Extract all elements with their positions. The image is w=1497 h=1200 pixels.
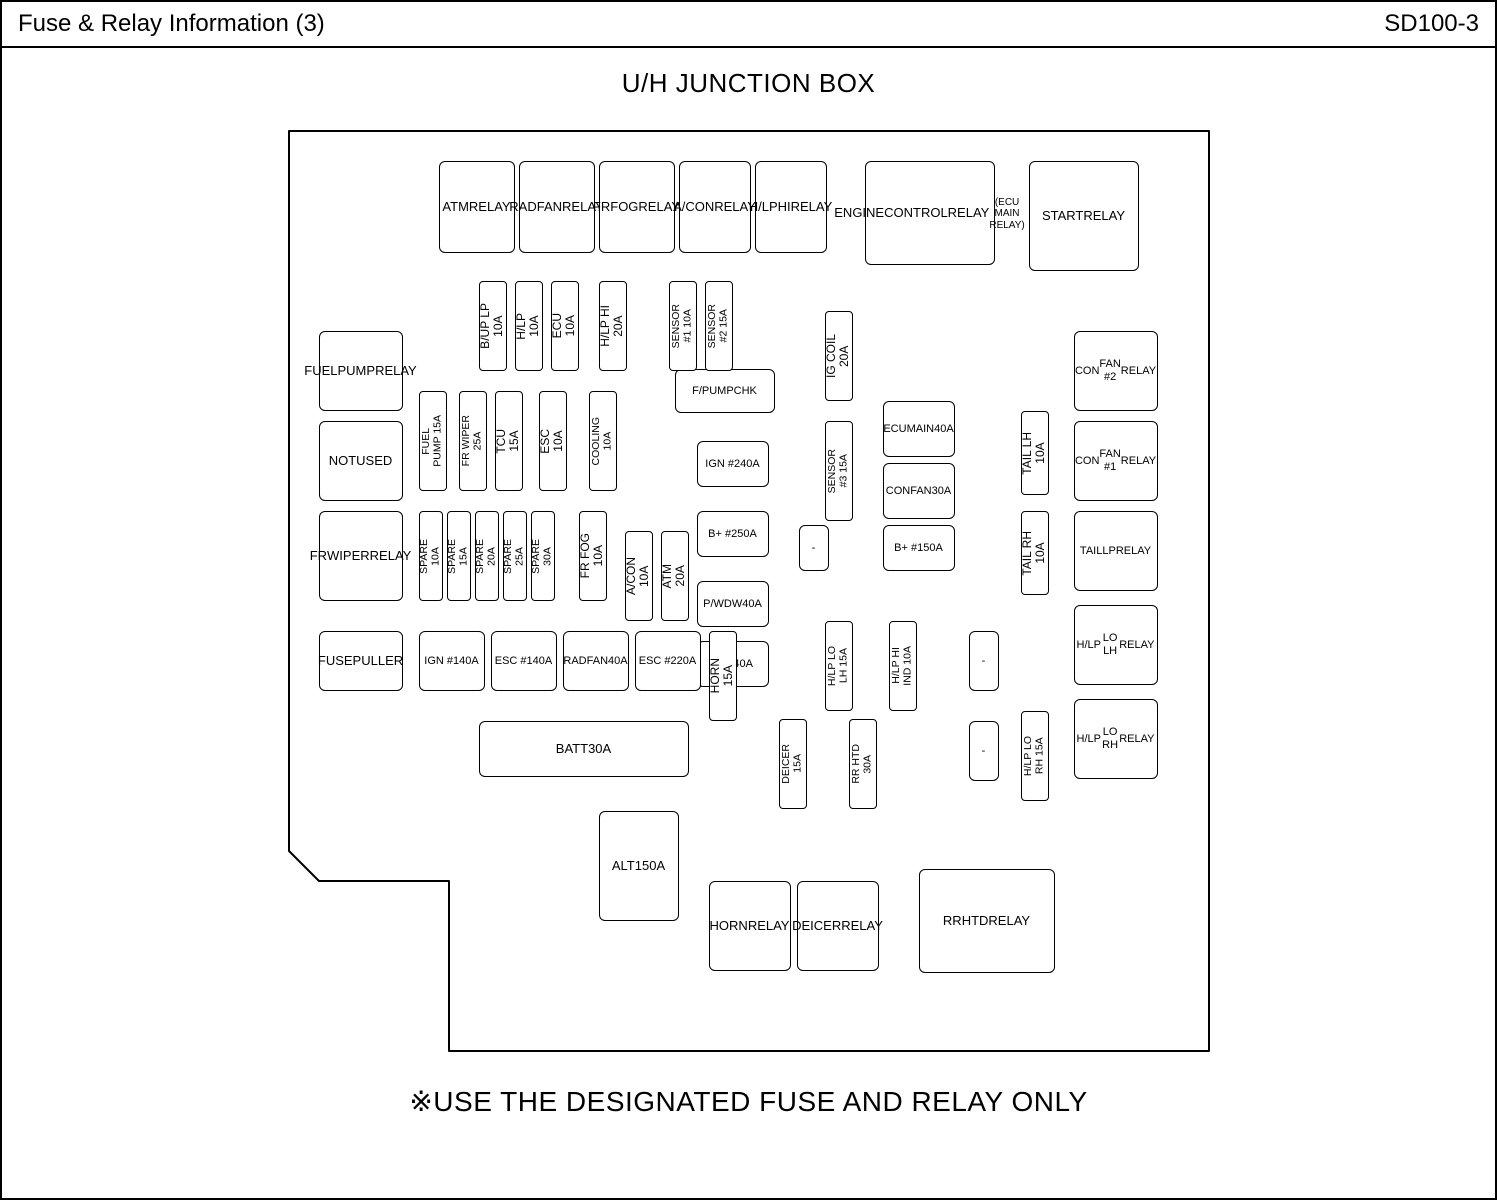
- tail-rh: TAIL RH 10A: [1021, 511, 1049, 595]
- b-plus-2: B+ #250A: [697, 511, 769, 557]
- fr-fog-relay: FRFOGRELAY: [599, 161, 675, 253]
- esc-10: ESC 10A: [539, 391, 567, 491]
- alt: ALT150A: [599, 811, 679, 921]
- batt: BATT30A: [479, 721, 689, 777]
- hlp-lo-rh-15: H/LP LO RH 15A: [1021, 711, 1049, 801]
- fr-fog-10: FR FOG 10A: [579, 511, 607, 601]
- fuel-pump-relay: FUELPUMPRELAY: [319, 331, 403, 411]
- ign2: IGN #240A: [697, 441, 769, 487]
- deicer-relay: DEICERRELAY: [797, 881, 879, 971]
- page: Fuse & Relay Information (3) SD100-3 U/H…: [0, 0, 1497, 1200]
- blank1: -: [799, 525, 829, 571]
- hlp-lo-lh-relay: H/LPLO LHRELAY: [1074, 605, 1158, 685]
- ig-coil: IG COIL 20A: [825, 311, 853, 401]
- bup-lp: B/UP LP 10A: [479, 281, 507, 371]
- hlp-hi: H/LP HI 20A: [599, 281, 627, 371]
- fr-wiper-relay: FRWIPERRELAY: [319, 511, 403, 601]
- con-fan: CONFAN30A: [883, 463, 955, 519]
- atm-20: ATM 20A: [661, 531, 689, 621]
- atm-relay: ATMRELAY: [439, 161, 515, 253]
- sensor3: SENSOR #3 15A: [825, 421, 853, 521]
- horn-15: HORN 15A: [709, 631, 737, 721]
- header-code: SD100-3: [1384, 10, 1479, 38]
- hlp: H/LP 10A: [515, 281, 543, 371]
- deicer-15: DEICER 15A: [779, 719, 807, 809]
- blank2: -: [969, 631, 999, 691]
- spare15: SPARE 15A: [447, 511, 471, 601]
- header: Fuse & Relay Information (3) SD100-3: [2, 2, 1495, 48]
- rr-htd-30: RR HTD 30A: [849, 719, 877, 809]
- ecu: ECU 10A: [551, 281, 579, 371]
- footer-note: ※USE THE DESIGNATED FUSE AND RELAY ONLY: [32, 1085, 1465, 1118]
- esc2: ESC #220A: [635, 631, 701, 691]
- cooling-10: COOLING 10A: [589, 391, 617, 491]
- not-used: NOTUSED: [319, 421, 403, 501]
- rad-fan: RADFAN40A: [563, 631, 629, 691]
- header-title: Fuse & Relay Information (3): [18, 10, 325, 38]
- spare10: SPARE 10A: [419, 511, 443, 601]
- sensor1: SENSOR #1 10A: [669, 281, 697, 371]
- rr-htd-relay: RRHTDRELAY: [919, 869, 1055, 973]
- b-plus-1: B+ #150A: [883, 525, 955, 571]
- spare20: SPARE 20A: [475, 511, 499, 601]
- fuse-puller: FUSEPULLER: [319, 631, 403, 691]
- ign1: IGN #140A: [419, 631, 485, 691]
- fpump-chk: F/PUMPCHK: [675, 369, 775, 413]
- acon-10: A/CON 10A: [625, 531, 653, 621]
- blank3: -: [969, 721, 999, 781]
- rad-fan-relay: RADFANRELAY: [519, 161, 595, 253]
- spare25: SPARE 25A: [503, 511, 527, 601]
- esc1: ESC #140A: [491, 631, 557, 691]
- tail-lh: TAIL LH 10A: [1021, 411, 1049, 495]
- box-wrap: ATMRELAYRADFANRELAYFRFOGRELAYA/CONRELAYH…: [32, 111, 1465, 1071]
- hlp-hi-relay: H/LPHIRELAY: [755, 161, 827, 253]
- con-fan2-relay: CONFAN #2RELAY: [1074, 331, 1158, 411]
- spare30: SPARE 30A: [531, 511, 555, 601]
- hlp-hi-ind: H/LP HI IND 10A: [889, 621, 917, 711]
- tail-lp-relay: TAILLPRELAY: [1074, 511, 1158, 591]
- acon-relay: A/CONRELAY: [679, 161, 751, 253]
- engine-control-relay: ENGINECONTROLRELAY(ECU MAIN RELAY): [865, 161, 995, 265]
- body: U/H JUNCTION BOX ATMRELAYRADFANRELAYFRFO…: [2, 48, 1495, 1128]
- junction-box: ATMRELAYRADFANRELAYFRFOGRELAYA/CONRELAYH…: [269, 111, 1229, 1071]
- hlp-lo-lh-15: H/LP LO LH 15A: [825, 621, 853, 711]
- sensor2: SENSOR #2 15A: [705, 281, 733, 371]
- con-fan1-relay: CONFAN #1RELAY: [1074, 421, 1158, 501]
- fr-wiper-25: FR WIPER 25A: [459, 391, 487, 491]
- ecu-main: ECUMAIN40A: [883, 401, 955, 457]
- pwdw: P/WDW40A: [697, 581, 769, 627]
- tcu-15: TCU 15A: [495, 391, 523, 491]
- horn-relay: HORNRELAY: [709, 881, 791, 971]
- hlp-lo-rh-relay: H/LPLO RHRELAY: [1074, 699, 1158, 779]
- fuel-pump-15: FUEL PUMP 15A: [419, 391, 447, 491]
- start-relay: STARTRELAY: [1029, 161, 1139, 271]
- diagram-title: U/H JUNCTION BOX: [32, 68, 1465, 99]
